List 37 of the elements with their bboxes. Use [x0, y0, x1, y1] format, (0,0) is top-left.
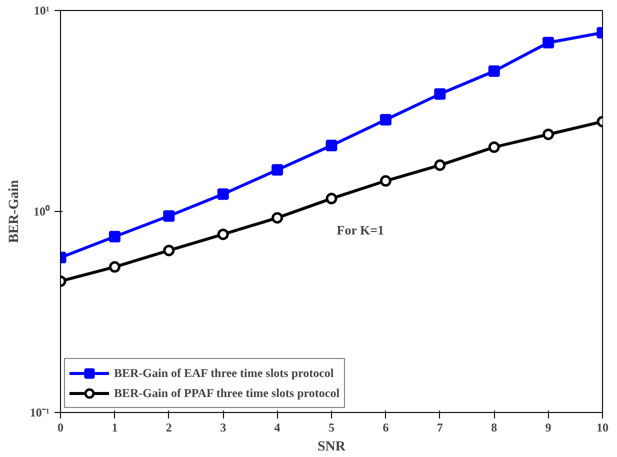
point	[163, 244, 175, 256]
point	[542, 36, 554, 48]
legend-label: BER-Gain of EAF three time slots protocol	[114, 366, 334, 380]
x-tick-label: 7	[436, 420, 443, 434]
point	[434, 88, 446, 100]
point	[326, 140, 338, 152]
point	[272, 164, 284, 176]
x-tick-label: 1	[112, 420, 118, 434]
x-tick-label: 5	[328, 420, 334, 434]
x-tick-label: 10	[596, 420, 608, 434]
x-tick-label: 3	[220, 420, 226, 434]
x-tick-label: 9	[545, 420, 552, 434]
y-axis-title: BER-Gain	[6, 180, 22, 244]
y-tick-label: 10⁻¹	[30, 406, 50, 420]
x-axis-title: SNR	[317, 440, 346, 454]
x-tick-label: 8	[491, 420, 498, 434]
y-tick-label: 10⁰	[34, 204, 50, 218]
x-tick-label: 0	[58, 420, 64, 434]
point	[217, 188, 229, 200]
annotation: For K=1	[336, 222, 384, 238]
point	[326, 192, 338, 204]
legend-label: BER-Gain of PPAF three time slots protocol	[114, 386, 340, 400]
point	[380, 114, 392, 126]
point	[108, 230, 120, 242]
point	[434, 159, 446, 171]
point	[488, 65, 500, 77]
x-tick-label: 4	[274, 420, 280, 434]
y-tick-label: 10¹	[34, 4, 50, 18]
point	[272, 212, 284, 224]
point	[380, 175, 392, 187]
x-tick-label: 2	[166, 420, 172, 434]
point	[488, 141, 500, 153]
point	[163, 210, 175, 222]
point	[217, 228, 229, 240]
point	[542, 128, 554, 140]
point	[108, 261, 120, 273]
x-tick-label: 6	[382, 420, 389, 434]
